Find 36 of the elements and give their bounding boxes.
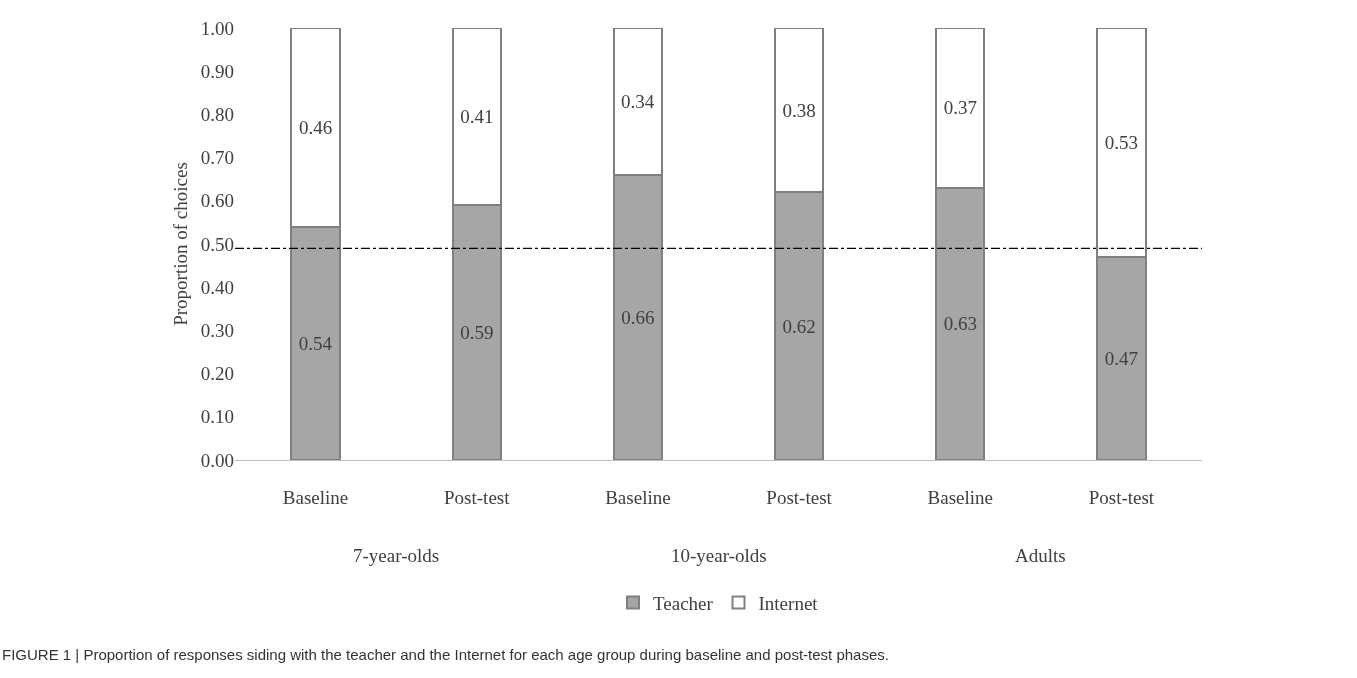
data-label: 0.63 <box>943 313 977 335</box>
y-tick-label: 1.00 <box>200 17 234 39</box>
y-tick-label: 0.60 <box>200 190 234 212</box>
data-label: 0.54 <box>298 332 333 354</box>
caption: FIGURE 1 | Proportion of responses siding with the teacher and the Internet for each age group during baseline and post-test phases. <box>2 646 889 663</box>
x-tick-label: Baseline <box>282 486 349 508</box>
y-tick-label: 0.00 <box>200 449 234 471</box>
y-tick-label: 0.50 <box>200 233 234 255</box>
x-tick-label: Post-test <box>1088 486 1155 508</box>
y-axis-title: Proportion of choices <box>170 162 191 326</box>
data-label: 0.66 <box>621 306 655 328</box>
x-tick-label: Baseline <box>927 486 993 508</box>
data-label: 0.53 <box>1104 131 1139 153</box>
legend-label: Internet <box>758 592 819 614</box>
data-label: 0.38 <box>782 99 816 121</box>
data-label: 0.37 <box>943 97 977 119</box>
text: Adults <box>1015 545 1066 566</box>
y-tick-label: 0.80 <box>200 104 234 126</box>
y-tick-label: 0.20 <box>200 363 234 385</box>
data-label: 0.47 <box>1104 347 1139 369</box>
data-label: 0.41 <box>460 106 494 128</box>
y-tick-label: 0.90 <box>200 60 234 82</box>
x-tick-label: Post-test <box>766 486 833 508</box>
data-label: 0.59 <box>460 322 494 344</box>
y-tick-label: 0.70 <box>200 147 234 169</box>
y-tick-label: 0.10 <box>200 406 234 428</box>
y-tick-label: 0.40 <box>200 276 234 298</box>
x-tick-label: Baseline <box>605 486 671 508</box>
text: 10-year-olds <box>671 545 767 566</box>
y-tick-label: 0.30 <box>200 320 234 342</box>
data-label: 0.34 <box>621 90 655 112</box>
data-label: 0.46 <box>298 116 333 138</box>
data-label: 0.62 <box>782 315 816 337</box>
x-tick-label: Post-test <box>444 486 511 508</box>
text: 7-year-olds <box>353 545 440 566</box>
legend-label: Teacher <box>653 592 714 614</box>
